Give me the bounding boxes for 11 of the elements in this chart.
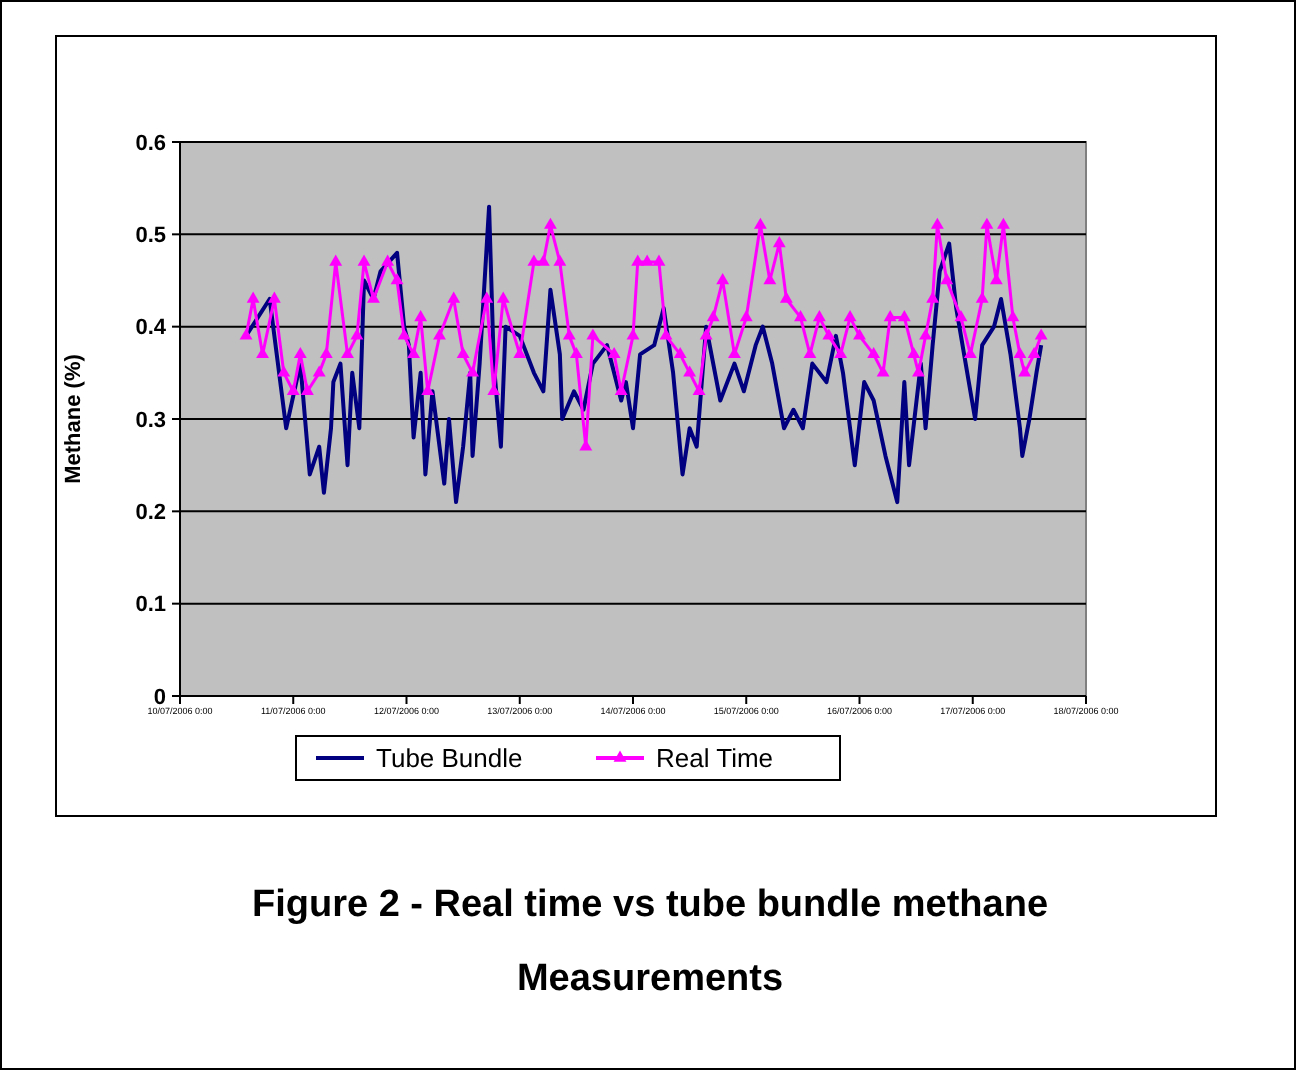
legend-label: Real Time <box>656 743 774 774</box>
y-tick-label: 0.6 <box>135 131 166 156</box>
y-axis-title: Methane (%) <box>62 353 86 484</box>
legend-label: Tube Bundle <box>376 743 523 774</box>
y-tick-label: 0.2 <box>135 501 166 526</box>
text: Figure 2 - Real time vs tube bundle methane Measurements <box>251 884 1049 1000</box>
y-tick-label: 0.5 <box>135 224 166 249</box>
y-tick-label: 0.4 <box>135 316 168 341</box>
y-tick-label: 0.3 <box>135 408 166 433</box>
y-tick-label: 0 <box>153 685 166 710</box>
y-tick-label: 0.1 <box>135 593 166 618</box>
